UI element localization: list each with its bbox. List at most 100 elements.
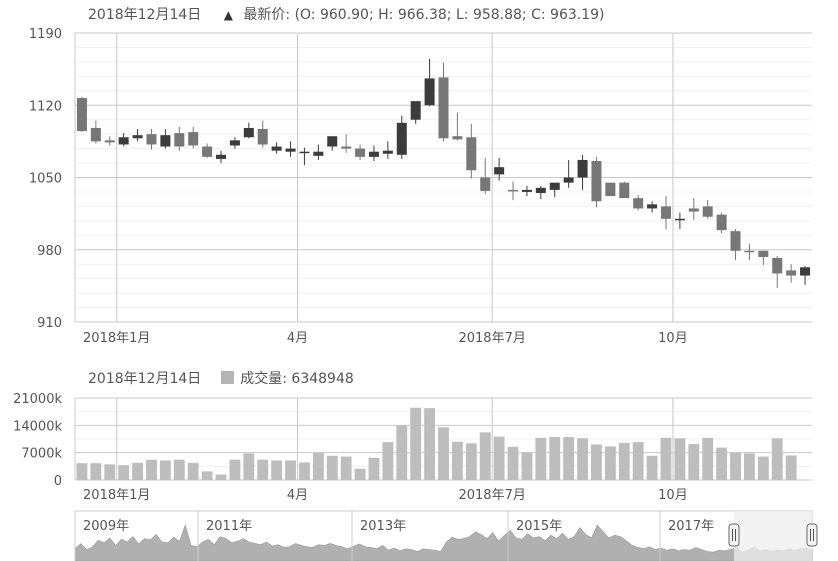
volume-bar — [368, 457, 380, 480]
volume-bar — [187, 462, 199, 480]
volume-bar — [326, 455, 338, 480]
candle-body — [494, 167, 505, 175]
candle-body — [285, 148, 296, 152]
candle-body — [521, 189, 532, 192]
volume-y-tick-label: 14000k — [13, 419, 62, 434]
candle-body — [410, 101, 421, 120]
volume-x-tick-label: 10月 — [658, 488, 688, 503]
candle-body — [438, 77, 449, 139]
volume-x-tick-label: 2018年7月 — [458, 488, 525, 503]
volume-bar — [410, 407, 422, 480]
volume-bar — [785, 455, 797, 480]
volume-bar — [271, 460, 283, 480]
candle-body — [577, 159, 588, 178]
candle-body — [744, 250, 755, 253]
candle-body — [396, 122, 407, 155]
navigator-year-label: 2015年 — [516, 519, 562, 534]
volume-legend-swatch — [221, 371, 235, 384]
candle-body — [271, 146, 282, 151]
candle-body — [202, 146, 213, 157]
candle-body — [758, 250, 769, 257]
candle-body — [563, 177, 574, 183]
navigator-right-handle[interactable] — [806, 523, 818, 547]
volume-bar — [646, 455, 658, 480]
candle-body — [619, 182, 630, 199]
volume-bar — [618, 442, 630, 480]
price-x-tick-label: 4月 — [287, 331, 308, 346]
candle-body — [174, 133, 185, 147]
volume-bar — [340, 456, 352, 480]
volume-bar — [716, 447, 728, 480]
volume-bar — [229, 459, 241, 480]
volume-header-value: 成交量: 6348948 — [240, 371, 354, 387]
volume-bar — [438, 427, 449, 480]
candle-body — [313, 151, 324, 156]
volume-bar — [674, 438, 686, 480]
volume-bar — [285, 460, 296, 480]
candle-body — [90, 127, 101, 142]
volume-bar — [688, 444, 700, 480]
price-y-tick-label: 1120 — [29, 99, 62, 114]
candle-body — [800, 267, 811, 276]
volume-bar — [604, 446, 616, 480]
candle-body — [146, 134, 157, 145]
candle-body — [730, 231, 741, 251]
candle-body — [382, 150, 393, 154]
candle-body — [716, 214, 727, 231]
price-header-ohlc: 最新价: (O: 960.90; H: 966.38; L: 958.88; C… — [243, 7, 605, 23]
candle-body — [257, 128, 268, 145]
volume-bar — [424, 408, 436, 480]
price-header-date: 2018年12月14日 — [88, 7, 202, 23]
volume-bar — [132, 462, 143, 480]
volume-bar — [744, 453, 755, 480]
candle-body — [327, 136, 338, 147]
volume-bar — [702, 437, 714, 480]
candle-body — [466, 137, 477, 171]
candle-body — [355, 148, 366, 157]
volume-bar — [354, 468, 366, 480]
volume-bar — [507, 446, 519, 480]
candle-body — [424, 78, 435, 106]
volume-bar — [312, 452, 324, 480]
candle-body — [368, 151, 379, 157]
candle-body — [216, 154, 227, 159]
candle-body — [535, 187, 546, 193]
price-y-tick-label: 980 — [37, 244, 62, 259]
volume-bar — [201, 471, 213, 480]
price-y-tick-label: 1190 — [29, 27, 62, 42]
price-trend-up-icon: ▲ — [223, 8, 233, 22]
volume-y-tick-label: 21000k — [13, 392, 62, 407]
volume-bar — [771, 438, 783, 480]
candle-body — [229, 140, 240, 146]
candle-body — [76, 98, 87, 132]
volume-bar — [396, 425, 408, 480]
candle-body — [243, 127, 254, 138]
volume-y-tick-label: 7000k — [21, 447, 62, 462]
volume-bar — [591, 444, 602, 480]
volume-bar — [521, 452, 533, 480]
volume-bar — [757, 456, 769, 480]
volume-bar — [563, 437, 575, 480]
volume-bar — [173, 459, 185, 480]
candle-body — [591, 160, 602, 202]
navigator-left-handle[interactable] — [728, 523, 740, 547]
navigator-year-label: 2013年 — [360, 519, 406, 534]
volume-bar — [465, 443, 477, 480]
volume-bar — [90, 463, 102, 480]
candle-body — [104, 140, 115, 143]
navigator-year-label: 2011年 — [206, 519, 252, 534]
volume-bar — [451, 441, 463, 480]
candle-body — [660, 206, 671, 219]
candle-body — [118, 137, 129, 145]
volume-bar — [299, 462, 310, 480]
volume-y-tick-label: 0 — [54, 474, 62, 489]
volume-bar — [76, 463, 88, 480]
candle-body — [160, 135, 171, 147]
navigator-area — [74, 524, 813, 561]
volume-x-tick-label: 4月 — [287, 488, 308, 503]
candle-body — [786, 270, 797, 276]
volume-bar — [493, 436, 505, 480]
navigator-year-label: 2009年 — [83, 519, 129, 534]
